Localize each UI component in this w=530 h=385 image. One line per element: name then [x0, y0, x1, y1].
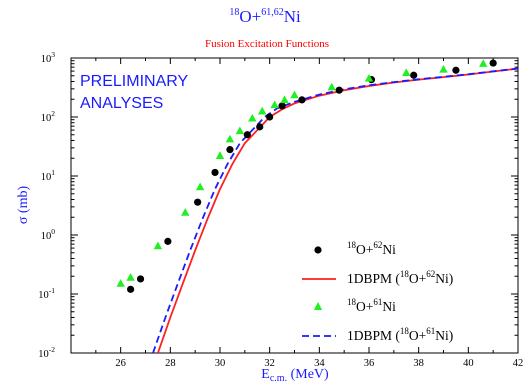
data-point-62ni: [410, 71, 418, 79]
data-point-62ni: [136, 275, 145, 283]
data-point-61ni: [290, 90, 299, 99]
data-point-62ni: [489, 59, 497, 67]
model-curve-61ni: [152, 67, 518, 353]
model-curve-62ni: [157, 67, 518, 353]
data-point-62ni: [298, 96, 306, 104]
data-point-61ni: [195, 182, 205, 191]
legend-entry: 1DBPM (18O+61Ni): [347, 326, 453, 343]
y-tick-label: 102: [41, 109, 56, 124]
data-point-61ni: [402, 68, 411, 77]
data-point-61ni: [153, 241, 163, 250]
y-tick-label: 10-1: [38, 286, 55, 301]
data-point-61ni: [116, 279, 125, 287]
data-point-61ni: [248, 113, 257, 122]
y-tick-label: 101: [41, 168, 56, 183]
data-point-61ni: [258, 106, 267, 115]
data-point-61ni: [215, 151, 225, 159]
y-tick-label: 103: [41, 50, 56, 65]
x-tick-label: 26: [115, 358, 126, 369]
data-point-61ni: [270, 100, 279, 109]
legend-entry: 1DBPM (18O+62Ni): [347, 269, 453, 286]
data-point-61ni: [126, 273, 135, 281]
x-tick-label: 38: [413, 358, 424, 369]
chart-title: 18O+61,62Ni: [229, 7, 301, 26]
chart-subtitle: Fusion Excitation Functions: [205, 38, 329, 50]
x-tick-label: 40: [463, 358, 474, 369]
data-point-61ni: [364, 73, 374, 82]
y-tick-label: 10-2: [38, 345, 55, 360]
data-point-62ni: [226, 146, 234, 154]
x-tick-label: 34: [314, 358, 325, 369]
data-point-62ni: [243, 131, 251, 139]
data-point-62ni: [256, 123, 264, 131]
x-tick-label: 42: [513, 358, 524, 369]
data-point-62ni: [278, 102, 286, 110]
data-point-62ni: [127, 285, 135, 293]
data-point-62ni: [211, 168, 219, 177]
x-axis-label: Ec.m. (MeV): [261, 367, 329, 384]
x-tick-label: 36: [364, 358, 375, 369]
series-layer: [116, 59, 518, 353]
preliminary-annotation: PRELIMINARY: [80, 73, 189, 90]
y-axis-label: σ (mb): [16, 186, 31, 225]
data-point-61ni: [235, 126, 245, 135]
x-tick-label: 28: [165, 358, 176, 369]
data-point-61ni: [280, 95, 289, 104]
data-point-62ni: [164, 237, 172, 245]
data-point-61ni: [225, 134, 235, 143]
data-point-61ni: [327, 82, 336, 91]
legend-entry: 18O+61Ni: [347, 297, 396, 314]
x-tick-label: 32: [264, 358, 275, 369]
legend-entry: 18O+62Ni: [347, 240, 396, 257]
analyses-annotation: ANALYSES: [80, 95, 163, 112]
data-point-62ni: [452, 66, 460, 74]
legend-symbol-61ni-data: [313, 302, 323, 310]
legend: 18O+62Ni 1DBPM (18O+62Ni) 18O+61Ni 1DBPM (1…: [302, 240, 453, 343]
y-tick-label: 100: [41, 227, 56, 242]
data-point-61ni: [479, 59, 488, 67]
data-point-61ni: [181, 208, 190, 216]
x-axis: 26 28 30 32 34 36 38 40 42: [95, 58, 524, 369]
legend-symbol-62ni-data: [314, 246, 322, 254]
data-point-62ni: [266, 113, 274, 121]
data-point-62ni: [194, 198, 202, 206]
x-tick-label: 30: [215, 358, 226, 369]
y-axis: 10-2 10-1 100 101 102 103: [38, 50, 518, 360]
data-point-62ni: [335, 86, 343, 94]
data-point-61ni: [439, 64, 448, 73]
